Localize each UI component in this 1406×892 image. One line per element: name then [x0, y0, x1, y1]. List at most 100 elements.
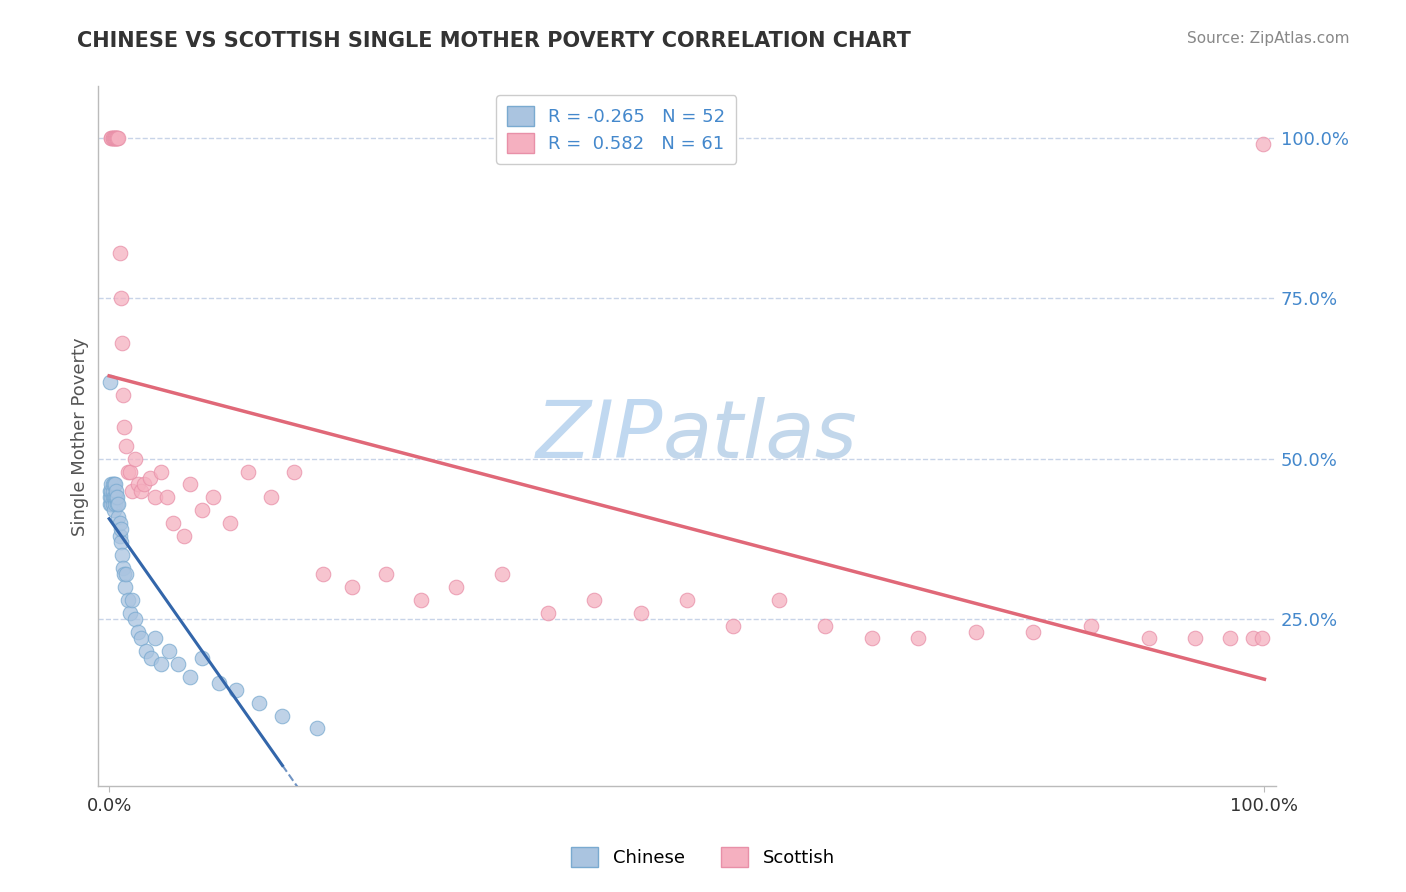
Point [98, 490, 121, 504]
Point [721, 618, 744, 632]
Point [111, 336, 134, 351]
Point [103, 130, 125, 145]
Point [108, 529, 131, 543]
Legend: R = -0.265   N = 52, R =  0.582   N = 61: R = -0.265 N = 52, R = 0.582 N = 61 [496, 95, 737, 164]
Point [143, 632, 166, 646]
Point [110, 291, 132, 305]
Point [98, 497, 121, 511]
Point [247, 696, 270, 710]
Point [340, 580, 363, 594]
Point [121, 483, 143, 498]
Point [157, 644, 180, 658]
Point [105, 490, 128, 504]
Point [104, 130, 127, 145]
Point [156, 490, 179, 504]
Point [1241, 632, 1264, 646]
Point [110, 522, 132, 536]
Point [173, 529, 195, 543]
Point [965, 625, 987, 640]
Point [111, 387, 134, 401]
Point [375, 567, 398, 582]
Point [1219, 632, 1241, 646]
Point [208, 676, 231, 690]
Point [103, 503, 125, 517]
Point [491, 567, 513, 582]
Point [1251, 632, 1274, 646]
Point [179, 477, 201, 491]
Text: ZIP: ZIP [536, 397, 664, 475]
Point [108, 516, 131, 530]
Point [117, 593, 139, 607]
Point [121, 593, 143, 607]
Point [104, 497, 127, 511]
Point [814, 618, 837, 632]
Point [1184, 632, 1206, 646]
Point [630, 606, 652, 620]
Point [124, 451, 146, 466]
Point [179, 670, 201, 684]
Point [202, 490, 225, 504]
Point [104, 477, 127, 491]
Point [111, 561, 134, 575]
Point [219, 516, 242, 530]
Point [101, 497, 124, 511]
Point [167, 657, 190, 672]
Point [107, 509, 129, 524]
Point [100, 477, 122, 491]
Point [100, 130, 122, 145]
Point [105, 130, 128, 145]
Point [271, 708, 294, 723]
Point [117, 465, 139, 479]
Point [260, 490, 283, 504]
Point [108, 246, 131, 260]
Point [101, 130, 124, 145]
Point [127, 477, 149, 491]
Point [111, 548, 134, 562]
Point [115, 439, 138, 453]
Point [101, 130, 124, 145]
Text: CHINESE VS SCOTTISH SINGLE MOTHER POVERTY CORRELATION CHART: CHINESE VS SCOTTISH SINGLE MOTHER POVERT… [77, 31, 911, 51]
Point [283, 465, 305, 479]
Point [104, 130, 127, 145]
Point [409, 593, 432, 607]
Legend: Chinese, Scottish: Chinese, Scottish [564, 839, 842, 874]
Point [112, 419, 135, 434]
Point [162, 516, 184, 530]
Point [143, 490, 166, 504]
Point [98, 483, 121, 498]
Point [131, 632, 153, 646]
Point [132, 477, 155, 491]
Point [101, 490, 124, 504]
Point [105, 483, 128, 498]
Point [312, 567, 335, 582]
Point [103, 477, 125, 491]
Point [444, 580, 467, 594]
Point [105, 490, 128, 504]
Point [307, 722, 329, 736]
Point [860, 632, 883, 646]
Point [127, 625, 149, 640]
Y-axis label: Single Mother Poverty: Single Mother Poverty [72, 337, 89, 535]
Point [138, 471, 160, 485]
Point [100, 483, 122, 498]
Point [907, 632, 929, 646]
Point [150, 465, 173, 479]
Point [98, 375, 121, 389]
Point [105, 130, 128, 145]
Point [190, 650, 212, 665]
Point [150, 657, 173, 672]
Point [768, 593, 790, 607]
Point [101, 483, 124, 498]
Point [105, 497, 128, 511]
Point [103, 490, 125, 504]
Point [105, 130, 128, 145]
Point [101, 477, 124, 491]
Point [675, 593, 697, 607]
Point [190, 503, 212, 517]
Point [135, 644, 157, 658]
Point [1022, 625, 1045, 640]
Point [107, 497, 129, 511]
Point [104, 490, 127, 504]
Point [124, 612, 146, 626]
Point [100, 497, 122, 511]
